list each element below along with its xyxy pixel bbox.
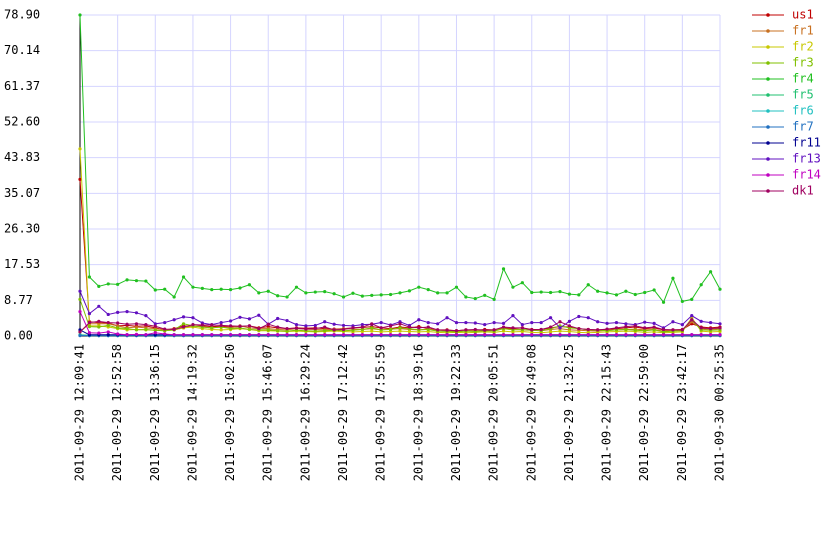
legend-label: dk1	[792, 184, 814, 198]
y-tick-label: 0.00	[4, 329, 33, 343]
x-tick-label: 2011-09-29 15:46:07	[261, 344, 275, 481]
legend-marker	[766, 109, 770, 113]
legend-marker	[766, 141, 770, 145]
x-tick-label: 2011-09-29 16:29:24	[298, 344, 312, 481]
x-tick-label: 2011-09-29 20:49:08	[524, 344, 538, 481]
legend-label: fr7	[792, 120, 814, 134]
legend-marker	[766, 45, 770, 49]
legend-marker	[766, 173, 770, 177]
y-tick-label: 17.53	[4, 257, 40, 271]
x-tick-label: 2011-09-29 18:39:16	[411, 344, 425, 481]
y-tick-label: 78.90	[4, 8, 40, 22]
x-tick-label: 2011-09-29 12:09:41	[73, 344, 87, 481]
legend-marker	[766, 157, 770, 161]
series-line	[78, 309, 722, 337]
x-tick-label: 2011-09-29 13:36:15	[148, 344, 162, 481]
legend-label: fr13	[792, 152, 821, 166]
legend-marker	[766, 77, 770, 81]
y-tick-label: 43.83	[4, 150, 40, 164]
legend-label: fr1	[792, 24, 814, 38]
x-tick-label: 2011-09-29 19:22:33	[449, 344, 463, 481]
x-tick-label: 2011-09-29 15:02:50	[223, 344, 237, 481]
y-tick-label: 70.14	[4, 43, 40, 57]
legend-label: fr14	[792, 168, 821, 182]
series-line	[78, 318, 722, 334]
legend-marker	[766, 93, 770, 97]
legend-marker	[766, 29, 770, 33]
series-line	[78, 13, 722, 304]
legend-label: fr4	[792, 72, 814, 86]
series-line	[78, 147, 722, 335]
x-tick-label: 2011-09-30 00:25:35	[713, 344, 727, 481]
x-tick-label: 2011-09-29 14:19:32	[185, 344, 199, 481]
y-tick-label: 52.60	[4, 115, 40, 129]
legend-marker	[766, 125, 770, 129]
legend-label: fr5	[792, 88, 814, 102]
legend-label: fr11	[792, 136, 821, 150]
legend-marker	[766, 13, 770, 17]
y-tick-label: 61.37	[4, 79, 40, 93]
x-tick-label: 2011-09-29 21:32:25	[562, 344, 576, 481]
series-line	[78, 289, 722, 330]
legend-label: fr6	[792, 104, 814, 118]
legend-label: fr2	[792, 40, 814, 54]
x-tick-label: 2011-09-29 23:42:17	[675, 344, 689, 481]
legend-label: fr3	[792, 56, 814, 70]
legend-marker	[766, 61, 770, 65]
y-tick-label: 35.07	[4, 186, 40, 200]
legend-label: us1	[792, 8, 814, 22]
y-tick-label: 26.30	[4, 222, 40, 236]
x-tick-label: 2011-09-29 22:15:43	[600, 344, 614, 481]
x-tick-label: 2011-09-29 17:55:59	[374, 344, 388, 481]
x-tick-label: 2011-09-29 17:12:42	[336, 344, 350, 481]
series-line	[78, 177, 722, 333]
x-tick-label: 2011-09-29 20:05:51	[487, 344, 501, 481]
legend-marker	[766, 189, 770, 193]
y-tick-label: 8.77	[4, 293, 33, 307]
x-tick-label: 2011-09-29 12:52:58	[110, 344, 124, 481]
x-tick-label: 2011-09-29 22:59:00	[637, 344, 651, 481]
